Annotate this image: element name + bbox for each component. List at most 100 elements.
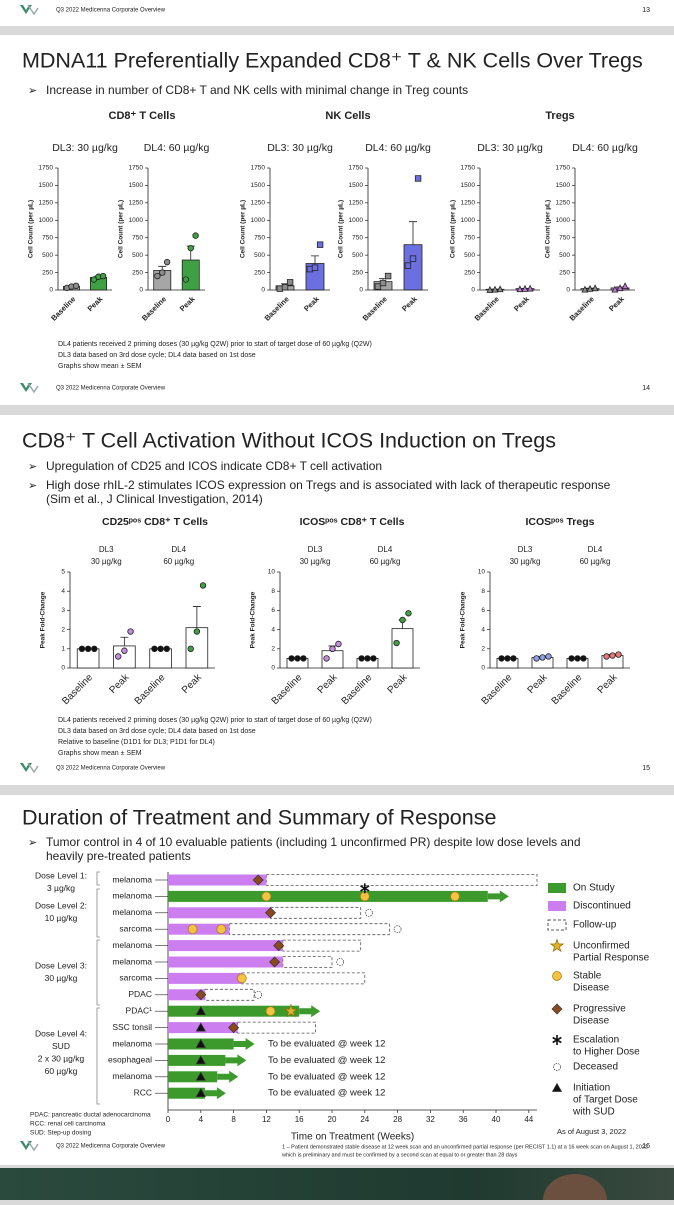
data-point [79,646,85,652]
data-point [511,656,517,662]
data-point [499,656,505,662]
y-tick-label: 1 [61,646,65,653]
data-point [610,653,616,659]
panel-title: Tregs [545,110,574,122]
dose-label: DL3: 30 µg/kg [52,142,118,154]
data-point [295,656,301,662]
treatment-bar [168,875,266,886]
y-tick-label: 1750 [461,165,476,172]
legend-label: Escalation [573,1035,619,1046]
abbreviation: PDAC: pancreatic ductal adenocarcinoma [30,1112,151,1119]
y-tick-label: 0 [49,287,53,294]
y-tick-label: 250 [464,269,475,276]
y-tick-label: 500 [42,252,53,259]
abbreviation: RCC: renal cell carcinoma [30,1121,106,1128]
data-point [569,656,575,662]
y-tick-label: 0 [61,665,65,672]
bullet-text: heavily pre-treated patients [46,849,191,863]
data-point [540,655,546,661]
y-tick-label: 0 [481,665,485,672]
y-tick-label: 500 [132,252,143,259]
page-number: 15 [642,765,650,772]
y-axis-label: Cell Count (per µL) [450,200,457,258]
data-point [91,646,97,652]
y-axis-label: Peak Fold-Change [250,591,257,648]
legend-label: Partial Response [573,953,650,964]
data-point [394,640,400,646]
y-tick-label: 10 [268,569,276,576]
bullet-text: Upregulation of CD25 and ICOS indicate C… [46,459,382,473]
y-tick-label: 1250 [461,200,476,207]
treatment-bar [168,957,283,968]
row-label: melanoma [112,874,152,884]
x-tick-label: 12 [262,1115,271,1124]
data-point [159,270,165,276]
bullet-text: Tumor control in 4 of 10 evaluable patie… [46,835,581,849]
dose-group-label: 60 µg/kg [163,557,194,566]
x-tick-label: 44 [524,1115,533,1124]
y-tick-label: 0 [261,287,265,294]
y-tick-label: 250 [352,269,363,276]
row-note: To be evaluated @ week 12 [268,1071,385,1082]
row-label: sarcoma [119,973,152,983]
data-point [406,610,412,616]
y-tick-label: 250 [254,269,265,276]
row-marker [266,1007,275,1016]
dose-group-label: 30 µg/kg [300,557,331,566]
legend-label: Unconfirmed [573,941,630,952]
row-marker [237,974,246,983]
y-axis-label: Cell Count (per µL) [118,200,125,258]
y-tick-label: 1250 [556,200,571,207]
data-point [188,646,194,652]
as-of-date: As of August 3, 2022 [557,1127,626,1136]
data-point [365,656,371,662]
y-tick-label: 6 [481,607,485,614]
bar [392,629,413,668]
footer-text: Q3 2022 Medicenna Corporate Overview [56,766,166,772]
x-tick-label: 4 [199,1115,204,1124]
abbreviation: SUD: Step-up dosing [30,1130,91,1137]
legend-label: to Higher Dose [573,1047,640,1058]
data-point [183,277,189,283]
bullet-marker: ➢ [28,85,37,97]
dose-label: DL4: 60 µg/kg [144,142,210,154]
data-point [380,280,386,286]
y-axis-label: Peak Fold-Change [460,591,467,648]
row-label: melanoma [112,956,152,966]
y-tick-label: 1500 [461,182,476,189]
y-axis-label: Cell Count (per µL) [545,200,552,258]
panel-title: CD25ᵖᵒˢ CD8⁺ T Cells [102,516,208,528]
panel-title: CD8⁺ T Cells [109,110,176,122]
data-point [128,629,134,635]
y-tick-label: 1000 [129,217,144,224]
y-tick-label: 500 [352,252,363,259]
data-point [155,273,161,279]
legend-label: Deceased [573,1062,618,1073]
data-point [505,656,511,662]
dose-label: DL4: 60 µg/kg [572,142,638,154]
data-point [100,273,106,279]
data-point [330,646,336,652]
data-point [122,648,128,654]
page-number: 13 [642,7,650,14]
data-point [359,656,365,662]
dose-group-label: Dose Level 4: [35,1028,87,1038]
note: DL4 patients received 2 priming doses (3… [58,717,372,724]
y-axis-label: Cell Count (per µL) [338,200,345,258]
row-label: sarcoma [119,923,152,933]
row-marker [337,959,344,966]
y-tick-label: 1500 [556,182,571,189]
note: Relative to baseline (D1D1 for DL3; P1D1… [58,739,215,746]
bullet-text: Increase in number of CD8+ T and NK cell… [46,83,468,97]
data-point [301,656,307,662]
y-tick-label: 8 [271,588,275,595]
y-tick-label: 3 [61,607,65,614]
dose-group-label: 2 x 30 µg/kg [38,1053,85,1063]
bullet-marker: ➢ [28,461,37,473]
data-point [152,646,158,652]
note: DL4 patients received 2 priming doses (3… [58,341,372,348]
dose-group-label: DL4 [378,545,393,554]
y-tick-label: 500 [559,252,570,259]
x-tick-label: 36 [459,1115,468,1124]
